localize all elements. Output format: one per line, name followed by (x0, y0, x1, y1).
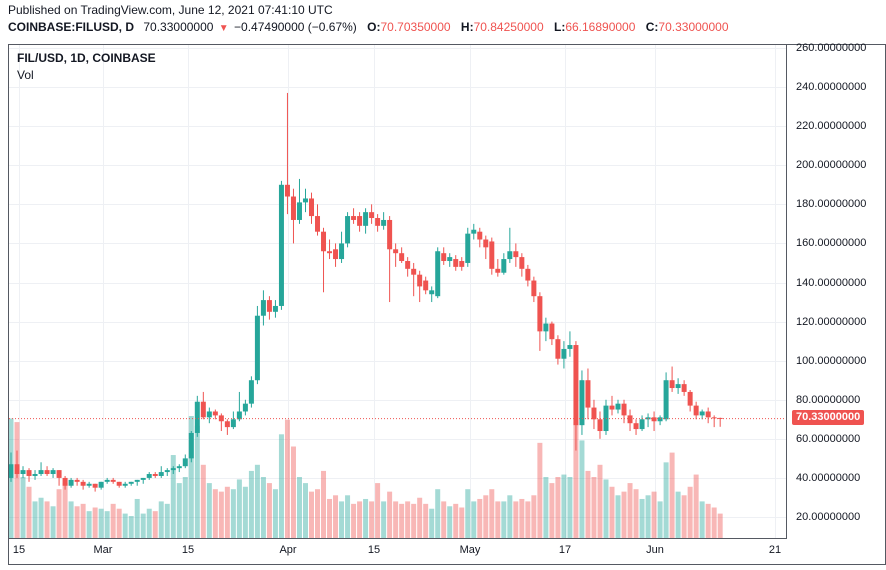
close-label: C: (645, 20, 659, 34)
price-tick-label: 120.00000000 (796, 315, 867, 328)
low-value: 66.16890000 (565, 20, 636, 34)
time-tick-label: Apr (279, 544, 297, 556)
change-value: −0.47490000 (−0.67%) (234, 20, 357, 34)
legend-vol-label: Vol (17, 68, 34, 82)
time-tick-label: 15 (12, 544, 26, 556)
chart-plot[interactable]: FIL/USD, 1D, COINBASE Vol (9, 45, 787, 539)
symbol-label: COINBASE:FILUSD, (8, 20, 122, 34)
open-label: O: (367, 20, 381, 34)
price-tick-label: 180.00000000 (796, 198, 867, 211)
price-tick-label: 100.00000000 (796, 354, 867, 367)
interval-label: D (125, 20, 135, 34)
price-tick-label: 220.00000000 (796, 120, 867, 133)
time-axis[interactable]: 15 Mar 15 Apr 15 May 17 Jun 21 (9, 539, 885, 564)
high-value: 70.84250000 (473, 20, 544, 34)
time-tick-label: 21 (768, 544, 782, 556)
time-tick-label: 17 (558, 544, 572, 556)
price-tick-label: 240.00000000 (796, 81, 867, 94)
last-price-badge: 70.33000000 (792, 409, 865, 425)
close-value: 70.33000000 (658, 20, 729, 34)
time-tick-label: May (459, 544, 481, 556)
published-line: Published on TradingView.com, June 12, 2… (8, 3, 333, 17)
price-tick-label: 200.00000000 (796, 159, 867, 172)
triangle-down-icon: ▼ (218, 23, 229, 34)
price-tick-label: 20.00000000 (796, 511, 861, 523)
last-price-value: 70.33000000 (143, 20, 214, 34)
price-tick-label: 80.00000000 (796, 393, 861, 406)
price-tick-label: 40.00000000 (796, 471, 861, 484)
open-value: 70.70350000 (380, 20, 451, 34)
price-tick-label: 160.00000000 (796, 237, 867, 250)
low-label: L: (554, 20, 566, 34)
time-tick-label: 15 (367, 544, 381, 556)
high-label: H: (460, 20, 474, 34)
price-tick-label: 60.00000000 (796, 432, 861, 445)
candlestick-chart[interactable] (9, 45, 786, 538)
legend-title: FIL/USD, 1D, COINBASE (17, 51, 156, 65)
price-axis[interactable]: 70.33000000 260.00000000 240.00000000 220.… (787, 42, 885, 539)
price-tick-label: 260.00000000 (796, 42, 867, 54)
time-tick-label: Mar (93, 544, 113, 556)
time-tick-label: 15 (181, 544, 195, 556)
time-tick-label: Jun (646, 544, 664, 556)
price-tick-label: 140.00000000 (796, 276, 867, 289)
quote-line: COINBASE:FILUSD, D 70.33000000 ▼ −0.4749… (8, 20, 729, 34)
chart-widget: FIL/USD, 1D, COINBASE Vol 70.33000000 26… (8, 42, 886, 565)
chart-legend: FIL/USD, 1D, COINBASE Vol (17, 50, 156, 84)
